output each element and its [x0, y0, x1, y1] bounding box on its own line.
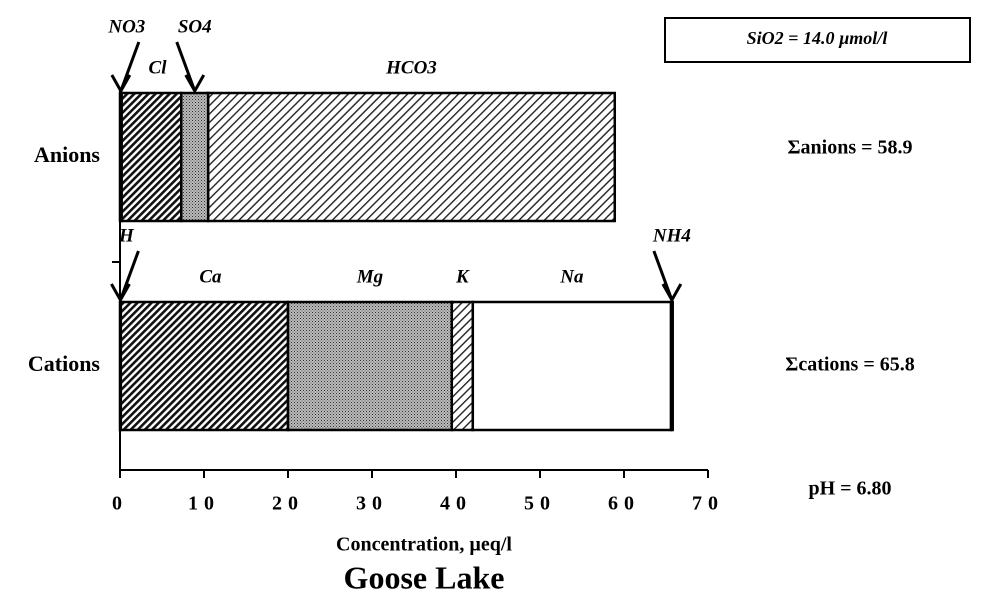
segment-label: Cl [149, 57, 168, 78]
chart-title: Goose Lake [344, 559, 505, 595]
bar-segment [669, 300, 674, 432]
x-tick-label: 50 [524, 493, 556, 515]
x-axis-label: Concentration, µeq/l [336, 534, 512, 556]
bar-segment [450, 300, 475, 432]
category-label: Anions [34, 142, 100, 167]
x-tick-label: 30 [356, 493, 388, 515]
x-tick-label: 10 [188, 493, 220, 515]
arrow [110, 41, 141, 95]
total-label: Σanions = 58.9 [787, 137, 912, 159]
bar-segment [120, 91, 183, 223]
segment-label: SO4 [178, 16, 212, 37]
segment-label: Ca [199, 266, 222, 287]
arrow [652, 250, 683, 304]
arrow [175, 41, 206, 95]
total-label: Σcations = 65.8 [785, 354, 914, 376]
x-tick-label: 60 [608, 493, 640, 515]
silica-label: SiO2 = 14.0 µmol/l [747, 28, 888, 48]
x-tick-label: 40 [440, 493, 472, 515]
segment-label: HCO3 [385, 57, 437, 78]
segment-label: K [455, 266, 470, 287]
segment-label: NH4 [652, 225, 691, 246]
bar-segment [471, 300, 673, 432]
bar-segment [206, 91, 617, 223]
segment-label: Na [559, 266, 584, 287]
bar-segment [286, 300, 454, 432]
bar-segment [180, 91, 210, 223]
arrow [110, 250, 140, 304]
x-tick-label: 20 [272, 493, 304, 515]
x-tick-label: 0 [112, 493, 128, 515]
segment-label: Mg [356, 266, 383, 287]
x-tick-label: 70 [692, 493, 724, 515]
segment-label: H [118, 225, 135, 246]
bar-segment [119, 300, 290, 432]
category-label: Cations [28, 351, 101, 376]
segment-label: NO3 [107, 16, 145, 37]
ph-label: pH = 6.80 [808, 478, 891, 500]
annotation-box [664, 17, 971, 63]
